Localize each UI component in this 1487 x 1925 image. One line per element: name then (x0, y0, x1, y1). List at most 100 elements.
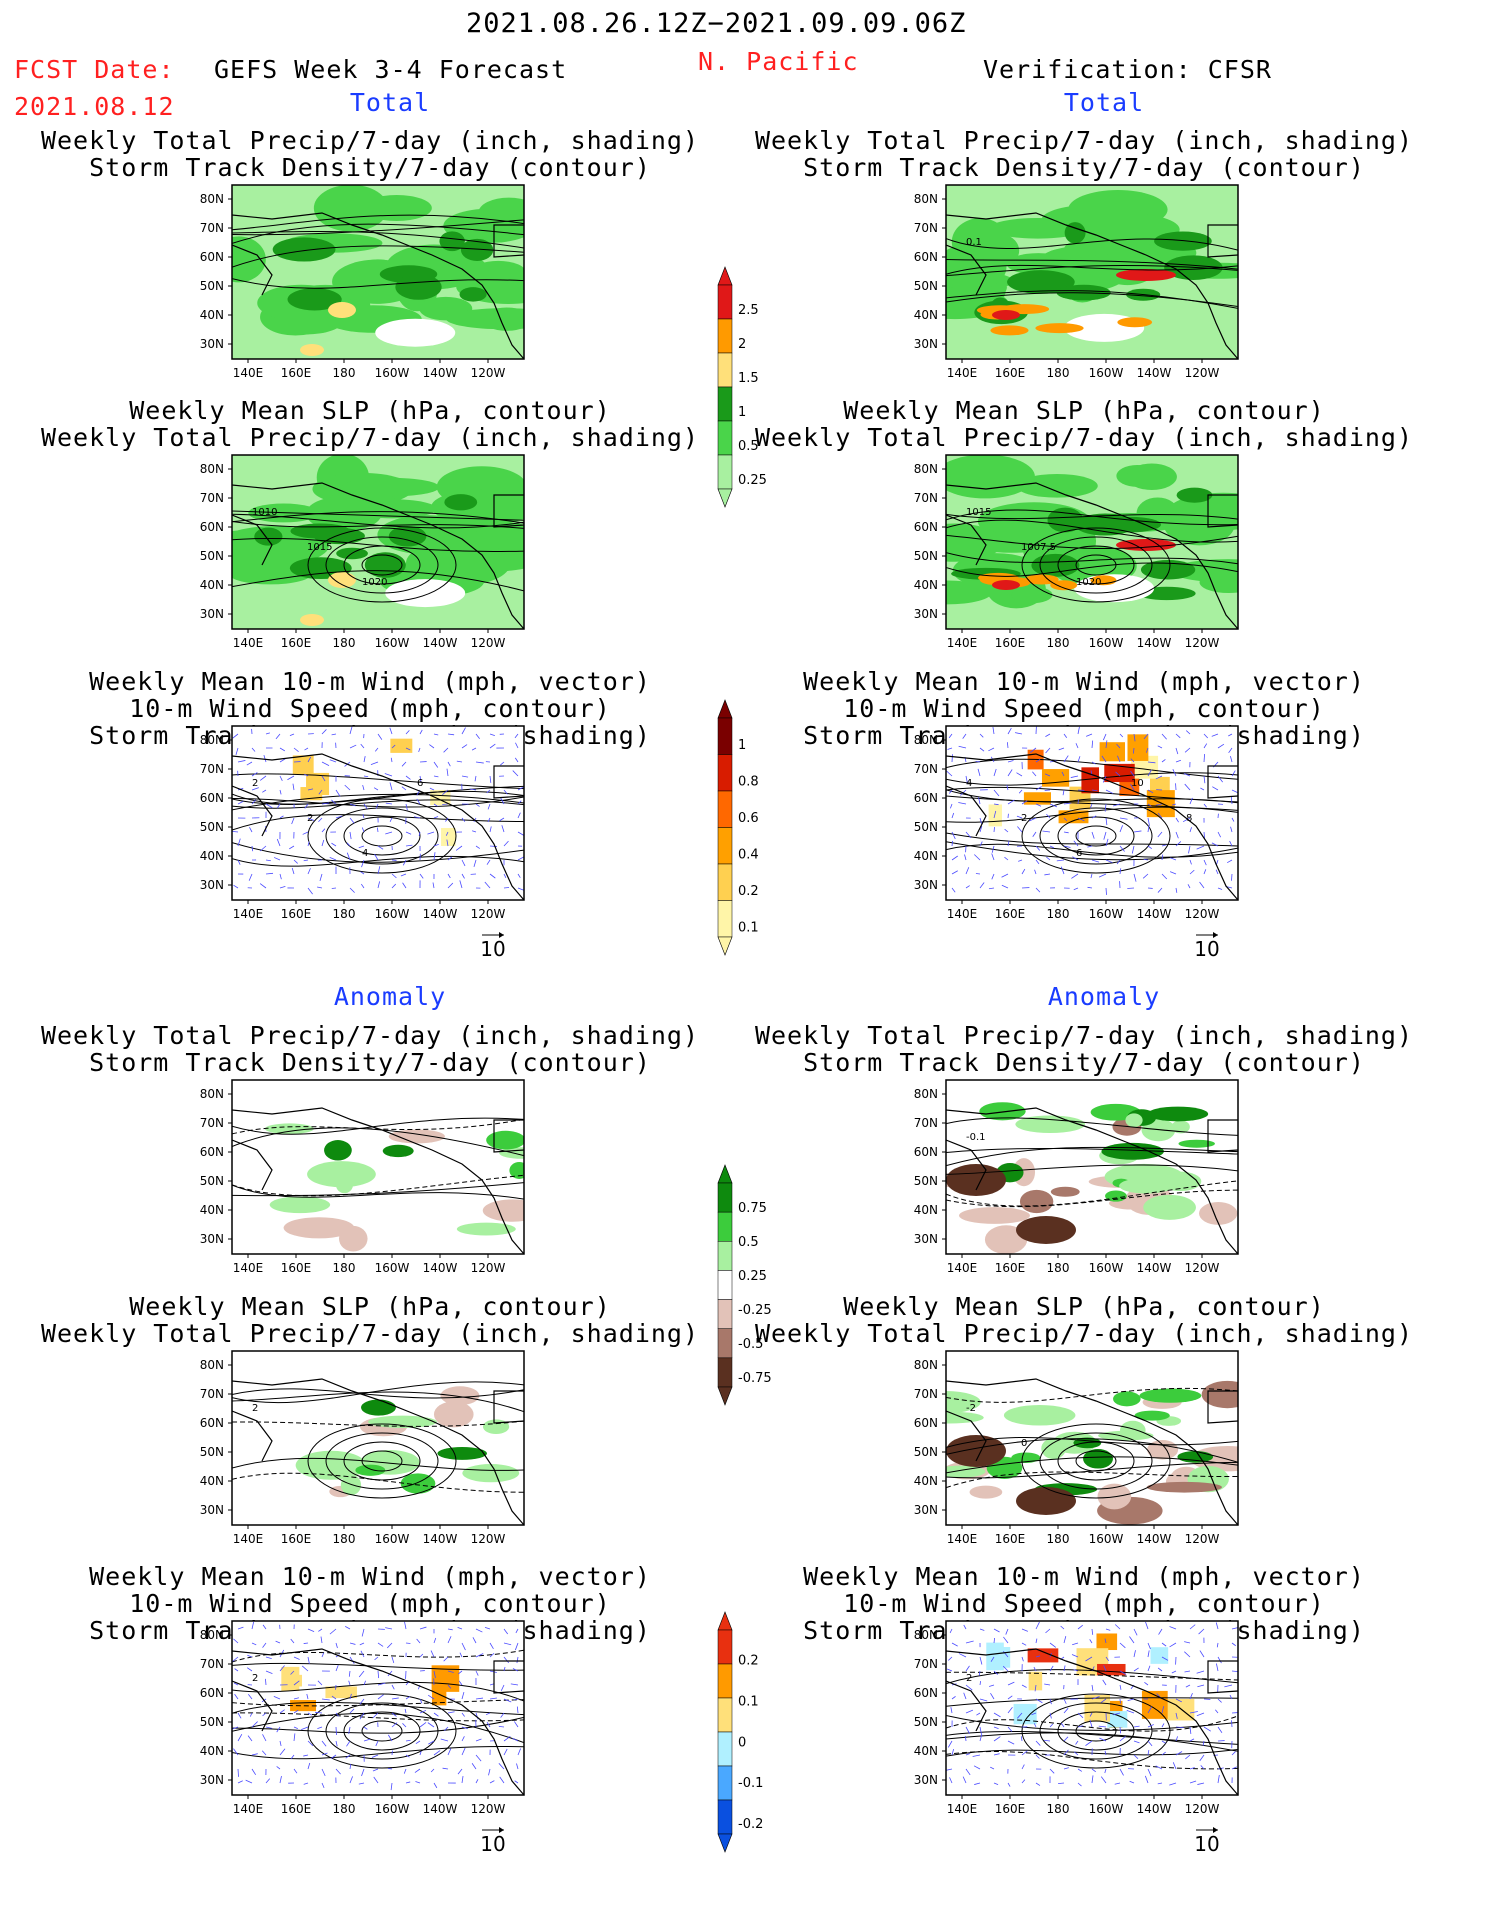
wind-vector (387, 1642, 393, 1649)
wind-vector (1196, 1670, 1205, 1674)
precip-cell (1064, 222, 1086, 244)
lon-tick-label: 160E (281, 907, 312, 921)
wind-vector (1203, 743, 1208, 749)
wind-vector (303, 1642, 309, 1644)
contour-line (946, 552, 1238, 565)
wind-vector (265, 1678, 267, 1686)
wind-vector (979, 1726, 982, 1735)
wind-vector (1157, 745, 1163, 749)
wind-vector (964, 1736, 967, 1742)
wind-vector (486, 789, 491, 794)
lat-tick-label: 70N (914, 762, 938, 776)
colorbar-segment (717, 1765, 733, 1801)
track-density-cell (1130, 755, 1159, 779)
wind-vector (1147, 1650, 1150, 1658)
wind-vector (1199, 1650, 1205, 1658)
wind-vector (433, 844, 439, 847)
wind-vector (1007, 769, 1013, 777)
panel-title-obs-anom-precip: Weekly Total Precip/7-day (inch, shading… (754, 1021, 1414, 1077)
wind-vector (261, 1750, 267, 1756)
lat-tick-label: 50N (914, 1174, 938, 1188)
wind-vector (1229, 840, 1233, 847)
wind-vector (345, 1626, 351, 1630)
lon-tick-label: 180 (1047, 1532, 1070, 1546)
anomaly-wet-cell (1113, 1391, 1141, 1407)
colorbar-precip-total: 2.5 2 1.5 1 0.5 0.25 (717, 266, 767, 508)
anomaly-wet-cell (264, 1123, 314, 1135)
wind-vector (1063, 1749, 1069, 1756)
colorbar-label: 1.5 (738, 371, 759, 386)
wind-vector (1044, 789, 1051, 791)
precip-cell (1016, 474, 1098, 498)
lon-tick-label: 140E (233, 1261, 264, 1275)
anomaly-wet-cell (486, 1130, 524, 1150)
wind-vector (1005, 1628, 1009, 1635)
wind-vector (1129, 1780, 1135, 1784)
anomaly-dry-cell (433, 1401, 474, 1428)
wind-vector (1044, 773, 1051, 777)
wind-vector (1147, 1706, 1153, 1714)
wind-vector (1070, 775, 1079, 778)
wind-vector (489, 743, 496, 749)
wind-vector (1199, 881, 1205, 889)
wind-vector (276, 838, 281, 847)
wind-vector (1002, 1665, 1009, 1672)
wind-vector (1230, 796, 1233, 805)
lon-tick-label: 180 (1047, 907, 1070, 921)
wind-vector (958, 1653, 967, 1658)
contour-line (232, 1117, 524, 1135)
wind-vector (965, 1768, 971, 1776)
wind-vector (458, 1680, 463, 1686)
wind-vector (1061, 771, 1065, 777)
anomaly-wet-cell (979, 1102, 1026, 1121)
wind-vector (965, 831, 972, 839)
wind-vector (1147, 825, 1150, 833)
wind-vector (1217, 1726, 1223, 1734)
contour-label: 6 (417, 778, 423, 789)
wind-vector (377, 1694, 384, 1700)
wind-vector (1229, 1694, 1233, 1700)
wind-vector (251, 1768, 257, 1776)
wind-vector (335, 1768, 341, 1775)
track-density-cell (290, 1700, 317, 1712)
lat-tick-label: 40N (914, 308, 938, 322)
contour-ring (343, 545, 421, 585)
wind-vector (1147, 845, 1152, 850)
wind-vector (321, 761, 330, 766)
wind-vector (403, 1768, 407, 1774)
wind-vector (1031, 1712, 1037, 1716)
wind-vector (237, 1780, 243, 1784)
wind-vector (391, 1697, 399, 1700)
fcst-date-label: FCST Date: (14, 55, 175, 84)
contour-label: 4 (966, 778, 972, 789)
track-density-cell (1013, 1703, 1037, 1725)
map-background (232, 726, 524, 900)
wind-vector (429, 787, 435, 791)
contour-lines (232, 1381, 524, 1499)
wind-vector (419, 775, 422, 782)
wind-vector (1007, 1726, 1013, 1732)
contour-lines (946, 238, 1238, 309)
wind-vector (976, 1712, 981, 1716)
wind-vector (307, 1656, 310, 1664)
wind-vector (276, 803, 281, 809)
wind-vector (251, 1721, 258, 1728)
wind-vector (413, 816, 421, 819)
precip-cell (946, 580, 992, 605)
wind-vector (307, 887, 313, 895)
wind-vector (1098, 873, 1107, 878)
wind-vector (401, 761, 407, 767)
wind-vector (279, 1665, 285, 1672)
wind-vector (1175, 887, 1178, 893)
wind-vector (1007, 1707, 1013, 1714)
wind-vector (993, 827, 995, 833)
wind-vector (475, 1738, 482, 1742)
wind-vector (1045, 733, 1051, 737)
wind-vector (1077, 817, 1085, 822)
contour-line (232, 814, 524, 831)
wind-vector (993, 1712, 1001, 1718)
anomaly-wet-cell (1011, 1452, 1041, 1463)
contour-label: 0 (1021, 1438, 1027, 1449)
wind-vector (1044, 873, 1051, 876)
precip-cell (1050, 580, 1078, 591)
